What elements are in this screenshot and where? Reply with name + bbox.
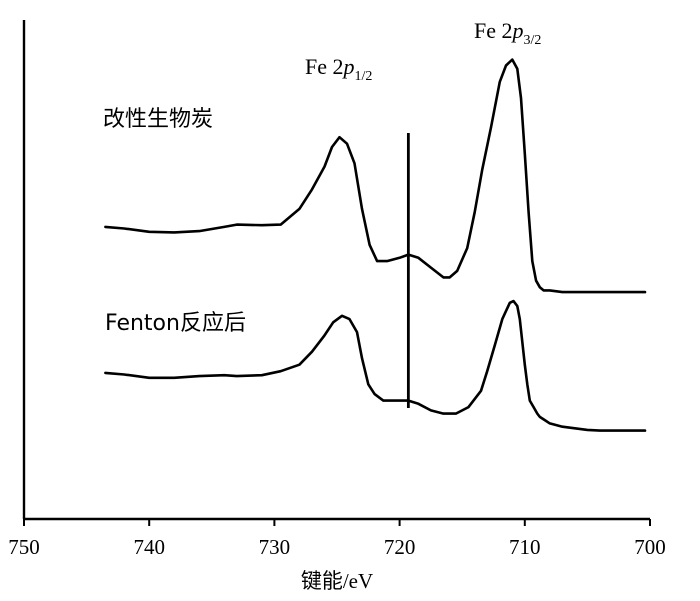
x-tick-label-730: 730 — [259, 535, 291, 559]
x-axis-ticks: 750 740 730 720 710 700 — [8, 519, 666, 559]
peak-label-fe2p32: Fe 2p3/2 — [474, 18, 541, 48]
peak-label-fe2p12: Fe 2p1/2 — [305, 54, 372, 84]
series-line-modified-biochar — [104, 58, 647, 294]
series-line-after-fenton — [104, 299, 647, 432]
x-tick-label-740: 740 — [133, 535, 165, 559]
series-label-modified-biochar: 改性生物炭 — [103, 107, 213, 132]
series-layer — [104, 58, 647, 432]
x-tick-label-700: 700 — [634, 535, 666, 559]
series-label-after-fenton: Fenton反应后 — [105, 311, 246, 336]
x-tick-label-750: 750 — [8, 535, 40, 559]
x-axis-title: 键能/eV — [301, 569, 373, 593]
x-tick-label-720: 720 — [384, 535, 416, 559]
x-tick-label-710: 710 — [509, 535, 541, 559]
